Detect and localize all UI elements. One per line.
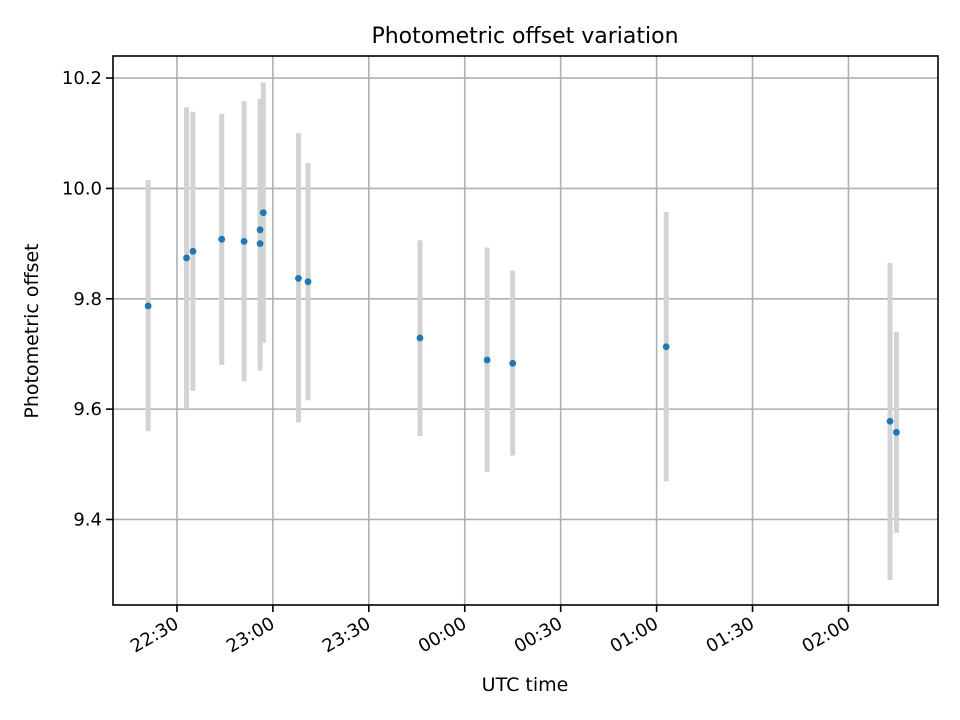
data-point: [304, 278, 312, 286]
data-point: [886, 417, 894, 425]
data-point: [189, 247, 197, 255]
x-tick-label: 02:00: [799, 613, 854, 657]
data-point: [259, 209, 267, 217]
data-point: [295, 274, 302, 282]
x-tick-label: 00:00: [415, 613, 470, 657]
data-point: [509, 359, 517, 367]
y-tick-label: 9.8: [73, 289, 102, 310]
data-point: [183, 254, 190, 262]
data-point: [662, 343, 670, 351]
y-tick-label: 10.0: [62, 178, 102, 199]
x-tick-label: 01:30: [703, 613, 758, 657]
data-point: [483, 356, 491, 364]
plot-frame: [112, 55, 939, 606]
data-point: [256, 240, 264, 247]
y-axis-label: Photometric offset: [21, 243, 43, 418]
data-point: [893, 428, 900, 436]
x-axis-label: UTC time: [482, 674, 569, 696]
x-tick-label: 23:00: [223, 613, 278, 657]
grid: [113, 56, 938, 605]
data-point: [218, 235, 226, 243]
x-tick-label: 22:30: [127, 613, 182, 657]
x-tick-label: 23:30: [319, 613, 374, 657]
data-points: [144, 209, 900, 436]
y-tick-label: 9.6: [73, 399, 102, 420]
data-point: [416, 334, 424, 342]
chart-title: Photometric offset variation: [371, 24, 678, 49]
x-axis: 22:30 23:00 23:30 00:00 00:30 01:00 01:30 02:00: [127, 605, 854, 657]
data-point: [256, 226, 264, 234]
data-point: [240, 237, 248, 245]
error-bars: [145, 82, 899, 581]
data-point: [144, 302, 152, 310]
x-tick-label: 01:00: [607, 613, 662, 657]
y-axis: 9.4 9.6 9.8 10.0 10.2: [62, 68, 113, 530]
y-tick-label: 9.4: [73, 509, 102, 530]
y-tick-label: 10.2: [62, 68, 102, 89]
x-tick-label: 00:30: [511, 613, 566, 657]
